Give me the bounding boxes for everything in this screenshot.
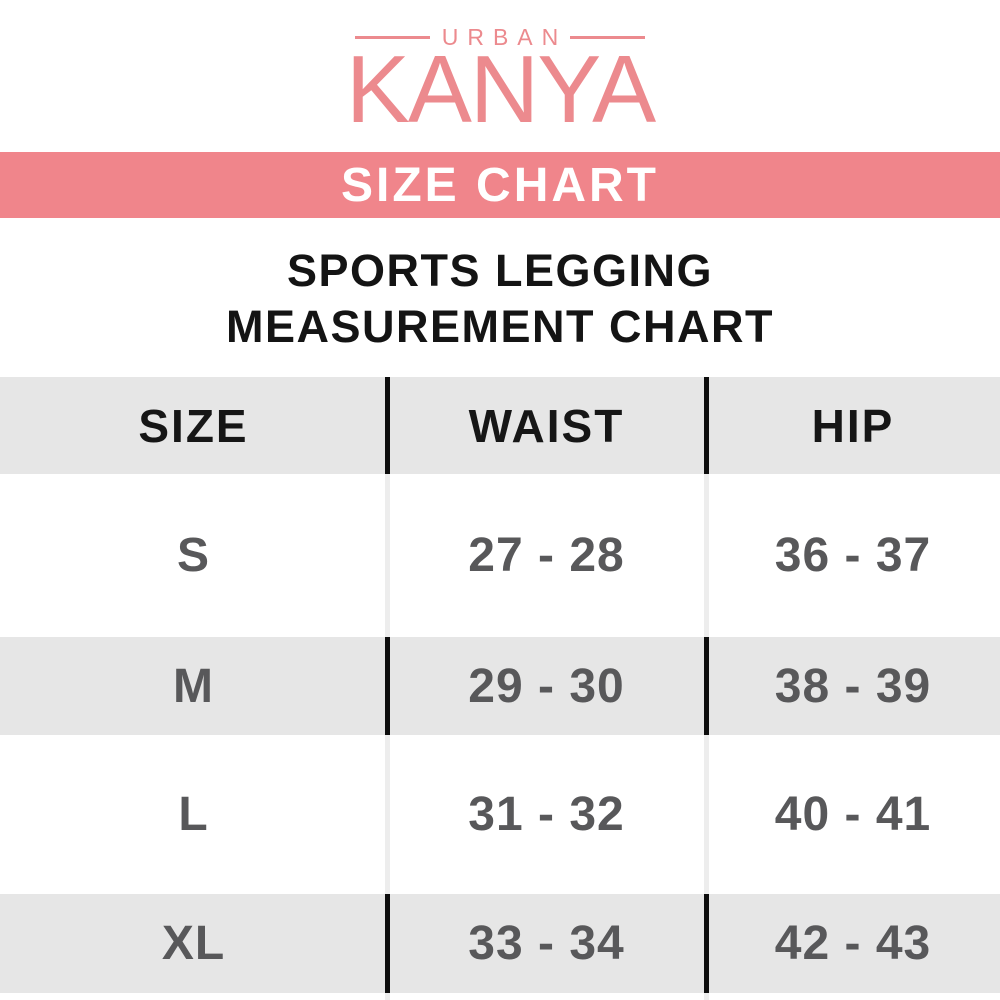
hip-cell: 36 - 37 [774, 529, 932, 582]
banner-title: SIZE CHART [341, 158, 659, 212]
table-row-m: M 29 - 30 38 - 39 [0, 637, 1000, 735]
brand-logo-top: URBAN [0, 24, 1000, 50]
column-header-hip: HIP [811, 399, 895, 452]
column-divider-1 [385, 637, 390, 735]
page-title: SPORTS LEGGING MEASUREMENT CHART [0, 243, 1000, 355]
waist-cell: 27 - 28 [468, 529, 625, 582]
size-cell: M [173, 659, 214, 713]
hip-cell: 38 - 39 [774, 659, 932, 713]
waist-cell: 31 - 32 [468, 788, 625, 841]
table-row-l: L 31 - 32 40 - 41 [0, 735, 1000, 894]
logo-right-dash [570, 35, 646, 39]
page-title-line2: MEASUREMENT CHART [226, 301, 774, 352]
logo-left-dash [354, 35, 430, 39]
size-cell: XL [161, 917, 226, 970]
column-divider-1 [385, 377, 390, 474]
page-title-line1: SPORTS LEGGING [286, 245, 714, 296]
size-chart-banner: SIZE CHART [0, 152, 1000, 218]
column-divider-2 [704, 894, 709, 993]
column-divider-2 [704, 377, 709, 474]
waist-cell: 33 - 34 [468, 917, 625, 970]
hip-cell: 42 - 43 [774, 917, 932, 970]
brand-name: KANYA [345, 36, 656, 143]
size-cell: S [176, 529, 210, 582]
measurement-table: SIZE WAIST HIP S 27 - 28 36 - 37 M 29 - … [0, 377, 1000, 1000]
column-header-waist: WAIST [468, 399, 625, 452]
column-divider-2 [704, 637, 709, 735]
column-header-size: SIZE [138, 399, 249, 452]
brand-top-label: URBAN [441, 24, 568, 50]
table-row-s: S 27 - 28 36 - 37 [0, 474, 1000, 637]
table-row-xl: XL 33 - 34 42 - 43 [0, 894, 1000, 993]
waist-cell: 29 - 30 [468, 659, 625, 713]
column-divider-1 [385, 894, 390, 993]
hip-cell: 40 - 41 [774, 788, 932, 841]
table-header-row: SIZE WAIST HIP [0, 377, 1000, 474]
size-cell: L [178, 788, 209, 841]
